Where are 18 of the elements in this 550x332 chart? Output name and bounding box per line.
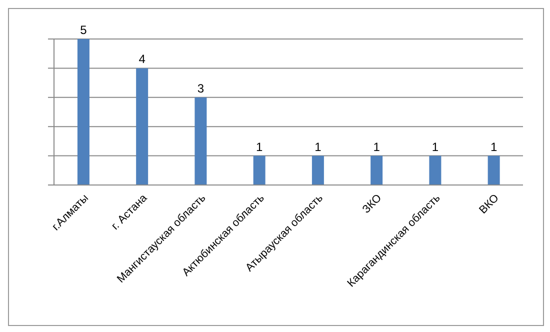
data-label: 1 [314, 140, 322, 154]
data-label: 1 [432, 140, 439, 154]
data-label: 1 [256, 140, 263, 154]
bar [194, 97, 207, 185]
data-label: 5 [80, 23, 88, 37]
data-label: 1 [490, 140, 498, 154]
x-tick-label: ЗКО [360, 192, 384, 216]
bar [488, 156, 500, 185]
bar [370, 156, 383, 185]
bar [429, 156, 442, 185]
data-label: 4 [138, 52, 146, 66]
bar [312, 156, 324, 185]
data-label: 1 [373, 140, 380, 154]
bar [253, 156, 266, 185]
x-tick-label: ВКО [477, 192, 502, 216]
bar [77, 39, 90, 185]
bar [136, 68, 148, 185]
data-label: 3 [197, 81, 204, 96]
